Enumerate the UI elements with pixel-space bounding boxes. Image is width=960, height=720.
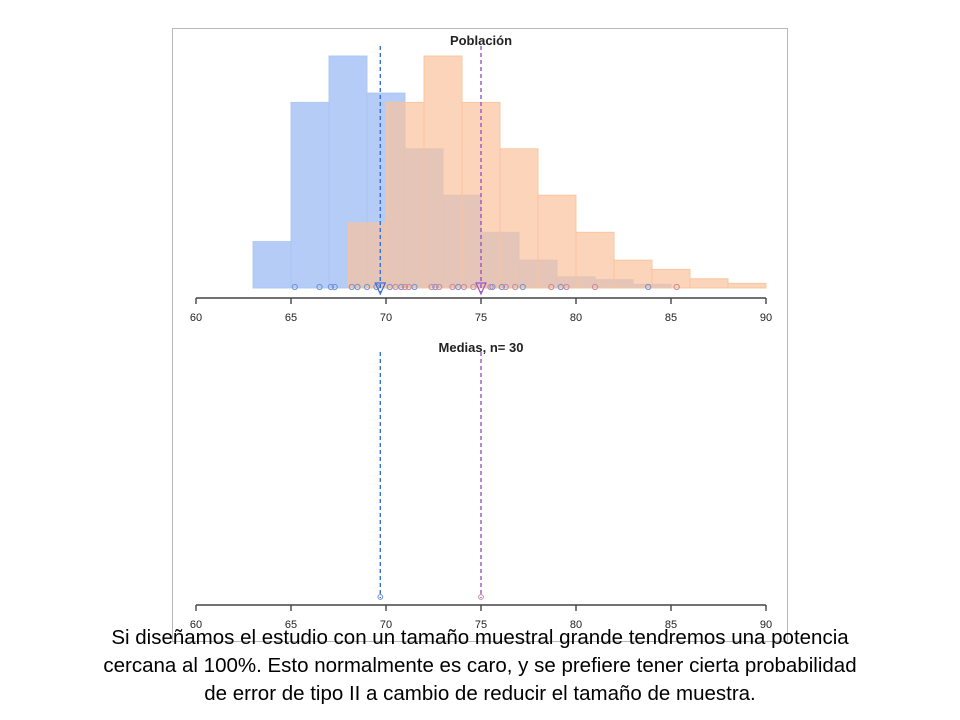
x-tick-label-top-0: 60 bbox=[190, 312, 202, 324]
hist-bar-2-10 bbox=[727, 282, 767, 289]
population-point-2-14 bbox=[673, 283, 680, 291]
x-tick-label-top-5: 85 bbox=[665, 312, 677, 324]
hist-bar-2-7 bbox=[613, 259, 653, 289]
hist-bar-1-0 bbox=[252, 241, 292, 289]
population-point-2-5 bbox=[449, 283, 456, 291]
population-point-1-14 bbox=[498, 283, 505, 291]
sample-means-points bbox=[377, 594, 484, 600]
hist-bar-2-6 bbox=[575, 231, 615, 289]
chart-title-population: Población bbox=[450, 33, 512, 48]
population-point-2-6 bbox=[460, 283, 467, 291]
population-point-1-4 bbox=[348, 283, 355, 291]
x-tick-label-bottom-1: 65 bbox=[285, 619, 297, 631]
hist-bar-2-1 bbox=[385, 101, 425, 289]
x-tick-label-bottom-6: 90 bbox=[760, 619, 772, 631]
population-point-1-6 bbox=[363, 283, 371, 291]
population-point-2-3 bbox=[428, 283, 435, 291]
x-tick-label-bottom-4: 80 bbox=[570, 619, 582, 631]
population-point-1-8 bbox=[386, 283, 393, 291]
caption: Si diseñamos el estudio con un tamaño mu… bbox=[0, 624, 960, 708]
population-point-1-5 bbox=[354, 283, 361, 291]
chart-title-means: Medias, n= 30 bbox=[439, 340, 524, 355]
sample-mean-point-2-0 bbox=[478, 594, 484, 600]
x-tick-label-top-1: 65 bbox=[285, 312, 297, 324]
chart-svg: 60 65 70 75 80 85 90 60 65 70 75 80 85 90 Población M… bbox=[190, 33, 772, 631]
population-point-1-10 bbox=[411, 283, 418, 291]
x-tick-label-top-3: 75 bbox=[475, 312, 487, 324]
population-point-2-13 bbox=[591, 283, 599, 291]
population-point-2-2 bbox=[405, 283, 412, 291]
x-tick-label-bottom-0: 60 bbox=[190, 619, 202, 631]
hist-bar-2-5 bbox=[537, 194, 577, 289]
mean-marker-1 bbox=[374, 282, 387, 296]
caption-line-3: de error de tipo II a cambio de reducir … bbox=[204, 682, 756, 705]
caption-line-2: cercana al 100%. Esto normalmente es car… bbox=[103, 654, 857, 677]
population-point-1-17 bbox=[645, 283, 652, 291]
sample-mean-point-1-0 bbox=[377, 594, 384, 600]
population-points bbox=[291, 283, 680, 291]
population-point-2-10 bbox=[512, 283, 519, 291]
mean-lines bbox=[374, 46, 487, 598]
population-point-1-3 bbox=[331, 283, 338, 291]
hist-bar-2-9 bbox=[689, 278, 729, 289]
mean-marker-2 bbox=[475, 282, 487, 296]
x-tick-label-bottom-3: 75 bbox=[475, 619, 487, 631]
population-point-2-8 bbox=[487, 283, 494, 291]
population-point-2-7 bbox=[470, 283, 477, 291]
caption-line-1: Si diseñamos el estudio con un tamaño mu… bbox=[111, 626, 849, 649]
population-point-2-11 bbox=[548, 283, 555, 291]
population-point-1-15 bbox=[519, 283, 526, 291]
x-tick-label-bottom-5: 85 bbox=[665, 619, 677, 631]
population-point-1-13 bbox=[489, 283, 496, 291]
x-tick-label-bottom-2: 70 bbox=[380, 619, 392, 631]
population-point-2-9 bbox=[502, 283, 509, 291]
population-point-1-11 bbox=[432, 283, 439, 291]
hist-bar-2-8 bbox=[651, 268, 691, 289]
histogram-bars bbox=[252, 55, 767, 289]
hist-bar-1-1 bbox=[290, 101, 330, 289]
population-point-2-1 bbox=[401, 283, 409, 291]
population-point-1-1 bbox=[316, 283, 323, 291]
hist-bar-2-4 bbox=[499, 148, 539, 289]
x-tick-label-top-4: 80 bbox=[570, 312, 582, 324]
x-tick-label-top-6: 90 bbox=[760, 312, 772, 324]
population-point-1-0 bbox=[291, 283, 298, 291]
axes: 60 65 70 75 80 85 90 60 65 70 75 80 85 90 bbox=[190, 297, 772, 631]
population-point-2-4 bbox=[436, 283, 443, 291]
population-point-1-9 bbox=[398, 283, 405, 291]
population-point-2-0 bbox=[392, 283, 399, 291]
population-point-1-2 bbox=[327, 283, 334, 291]
x-tick-label-top-2: 70 bbox=[380, 312, 392, 324]
hist-bar-2-2 bbox=[423, 55, 463, 289]
population-point-2-12 bbox=[563, 283, 570, 291]
